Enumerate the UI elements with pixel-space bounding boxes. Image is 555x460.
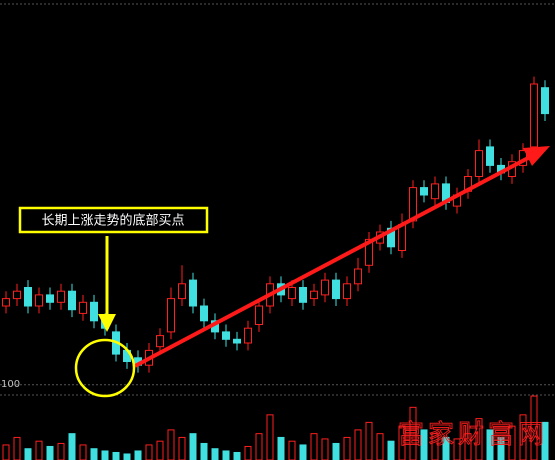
volume-bar bbox=[244, 445, 252, 460]
annotation-box bbox=[18, 206, 209, 234]
volume-bar bbox=[156, 440, 164, 460]
candle-body bbox=[57, 290, 65, 303]
volume-bar bbox=[189, 433, 197, 460]
volume-bar bbox=[519, 414, 527, 460]
candle-body bbox=[13, 290, 21, 300]
candle-body bbox=[189, 279, 197, 307]
volume-bar bbox=[387, 440, 395, 460]
candle-body bbox=[178, 283, 186, 300]
candle-body bbox=[486, 146, 494, 166]
candle-body bbox=[244, 327, 252, 344]
volume-bar bbox=[376, 433, 384, 460]
volume-bar bbox=[134, 450, 142, 460]
volume-bar bbox=[541, 421, 549, 460]
marks: 100 bbox=[0, 76, 555, 460]
candle-body bbox=[35, 294, 43, 307]
candle-body bbox=[2, 298, 10, 307]
volume-bar bbox=[255, 433, 263, 460]
y-tick-label: 100 bbox=[1, 379, 20, 390]
candle-body bbox=[255, 305, 263, 325]
volume-bar bbox=[2, 444, 10, 460]
volume-bar bbox=[409, 406, 417, 460]
volume-bar bbox=[475, 418, 483, 460]
volume-bar bbox=[178, 436, 186, 460]
candle-body bbox=[420, 187, 428, 196]
candle-body bbox=[343, 283, 351, 300]
trend-arrow bbox=[134, 155, 531, 368]
candle-body bbox=[79, 301, 87, 314]
volume-bar bbox=[101, 450, 109, 460]
trend-arrow-head bbox=[523, 146, 550, 166]
candle-body bbox=[90, 301, 98, 322]
candle-body bbox=[233, 338, 241, 344]
volume-bar bbox=[90, 448, 98, 460]
candle-body bbox=[541, 87, 549, 115]
candle-body bbox=[332, 279, 340, 300]
volume-bar bbox=[57, 442, 65, 460]
candle-body bbox=[398, 224, 406, 252]
volume-bar bbox=[233, 451, 241, 460]
candle-body bbox=[222, 331, 230, 340]
volume-bar bbox=[321, 438, 329, 460]
watermark: 富家财富网 bbox=[398, 420, 548, 450]
volume-bar bbox=[112, 451, 120, 460]
candle-body bbox=[200, 305, 208, 322]
volume-bar bbox=[13, 436, 21, 460]
candle-body bbox=[167, 298, 175, 333]
candle-body bbox=[431, 183, 439, 200]
volume-bar bbox=[277, 436, 285, 460]
volume-bar bbox=[343, 436, 351, 460]
volume-bar bbox=[46, 445, 54, 460]
volume-bar bbox=[68, 433, 76, 460]
candle-body bbox=[299, 287, 307, 303]
volume-bar bbox=[332, 442, 340, 460]
candle-body bbox=[288, 287, 296, 300]
volume-bar bbox=[167, 429, 175, 460]
volume-bar bbox=[79, 444, 87, 460]
annotation-arrow-head bbox=[98, 314, 116, 332]
annotation-text: 长期上涨走势的底部买点 bbox=[41, 213, 184, 229]
candle-body bbox=[310, 290, 318, 300]
candle-body bbox=[321, 279, 329, 296]
volume-bar bbox=[310, 433, 318, 460]
candle-body bbox=[46, 294, 54, 303]
volume-bar bbox=[211, 448, 219, 460]
volume-bar bbox=[35, 440, 43, 460]
volume-bar bbox=[365, 421, 373, 460]
volume-bar bbox=[354, 429, 362, 460]
candle-body bbox=[68, 290, 76, 311]
highlight-circle bbox=[74, 338, 136, 398]
candle-body bbox=[365, 238, 373, 266]
volume-bar bbox=[24, 448, 32, 460]
volume-bar bbox=[200, 442, 208, 460]
volume-bar bbox=[145, 444, 153, 460]
candle-body bbox=[475, 150, 483, 178]
volume-bar bbox=[288, 440, 296, 460]
candle-body bbox=[24, 287, 32, 307]
candle-body bbox=[354, 268, 362, 285]
candle-body bbox=[530, 83, 538, 148]
volume-bar bbox=[222, 450, 230, 460]
volume-bar bbox=[299, 444, 307, 460]
volume-bar bbox=[123, 453, 131, 460]
volume-bar bbox=[266, 414, 274, 460]
candle-body bbox=[156, 335, 164, 348]
